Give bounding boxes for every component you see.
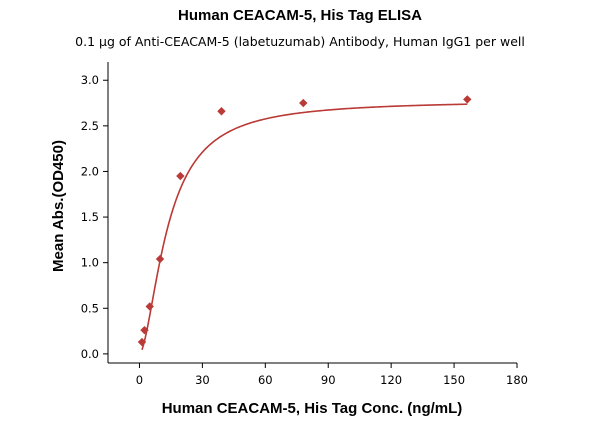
- x-tick-label: 150: [443, 373, 465, 387]
- y-tick-label: 0.0: [81, 347, 99, 361]
- x-tick-label: 60: [258, 373, 273, 387]
- x-tick-label: 120: [380, 373, 402, 387]
- y-tick-label: 1.0: [81, 256, 99, 270]
- y-tick-label: 3.0: [81, 73, 99, 87]
- y-axis-label: Mean Abs.(OD450): [50, 140, 67, 272]
- chart-subtitle: 0.1 µg of Anti-CEACAM-5 (labetuzumab) An…: [75, 34, 525, 49]
- data-points-layer: [137, 95, 472, 347]
- x-tick-label: 30: [195, 373, 210, 387]
- fit-curve-layer: [141, 103, 468, 351]
- data-point: [463, 95, 472, 104]
- data-point: [145, 302, 154, 311]
- x-tick-label: 0: [136, 373, 143, 387]
- x-tick-label: 180: [506, 373, 528, 387]
- axes: 0.0 0.5 1.0 1.5 2.0 2.5 3.0 0 30 60 90 120 150 180: [81, 62, 528, 387]
- data-point: [176, 171, 185, 181]
- x-axis-label: Human CEACAM-5, His Tag Conc. (ng/mL): [162, 400, 463, 417]
- y-tick-label: 2.5: [81, 119, 99, 133]
- x-tick-label: 90: [321, 373, 336, 387]
- y-tick-label: 0.5: [81, 301, 99, 315]
- data-point: [217, 107, 226, 116]
- chart-title: Human CEACAM-5, His Tag ELISA: [178, 7, 422, 24]
- data-point: [137, 337, 147, 347]
- fit-curve: [141, 103, 468, 351]
- data-point: [155, 254, 165, 264]
- y-tick-label: 1.5: [81, 210, 99, 224]
- y-tick-label: 2.0: [81, 164, 99, 178]
- data-point: [140, 325, 149, 335]
- data-point: [299, 98, 308, 108]
